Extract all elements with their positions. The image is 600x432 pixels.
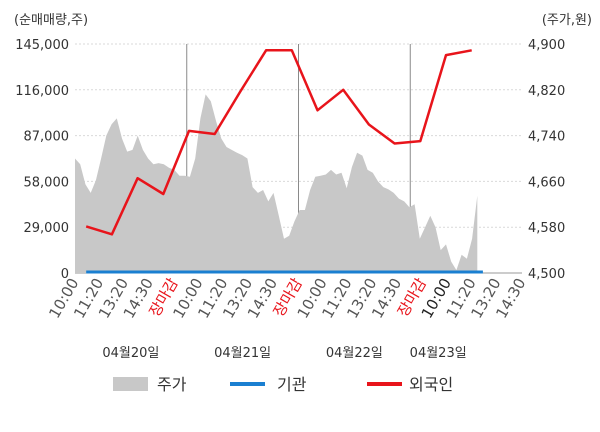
- x-axis-ticks: 10:0011:2013:2014:30장마감10:0011:2013:2014…: [45, 275, 529, 322]
- day-label: 04월22일: [326, 346, 383, 361]
- right-tick-label: 4,660: [528, 175, 565, 190]
- right-axis-ticks: 4,500 4,580 4,660 4,740 4,820 4,900: [528, 38, 565, 282]
- legend: 주가 기관 외국인: [113, 375, 453, 394]
- legend-item-price: 주가: [113, 375, 187, 394]
- left-tick-label: 29,000: [24, 221, 70, 236]
- legend-swatch-institution: [230, 382, 265, 386]
- legend-label-institution: 기관: [277, 375, 307, 394]
- day-label: 04월21일: [214, 346, 271, 361]
- left-tick-label: 58,000: [24, 175, 70, 190]
- day-label: 04월23일: [410, 346, 467, 361]
- day-labels: 04월20일 04월21일 04월22일 04월23일: [102, 346, 466, 361]
- legend-swatch-price: [113, 377, 148, 391]
- left-axis-label: (순매매량,주): [14, 13, 88, 28]
- right-axis-label: (주가,원): [542, 13, 592, 28]
- legend-label-price: 주가: [157, 375, 187, 394]
- legend-label-foreign: 외국인: [409, 375, 453, 394]
- left-tick-label: 116,000: [15, 84, 69, 99]
- left-tick-label: 145,000: [15, 38, 69, 53]
- right-tick-label: 4,740: [528, 130, 565, 145]
- legend-item-foreign: 외국인: [367, 375, 453, 394]
- day-label: 04월20일: [102, 346, 159, 361]
- right-tick-label: 4,580: [528, 221, 565, 236]
- left-tick-label: 87,000: [24, 130, 70, 145]
- right-tick-label: 4,900: [528, 38, 565, 53]
- right-tick-label: 4,500: [528, 267, 565, 282]
- legend-item-institution: 기관: [230, 375, 307, 394]
- legend-swatch-foreign: [367, 382, 402, 386]
- right-tick-label: 4,820: [528, 84, 565, 99]
